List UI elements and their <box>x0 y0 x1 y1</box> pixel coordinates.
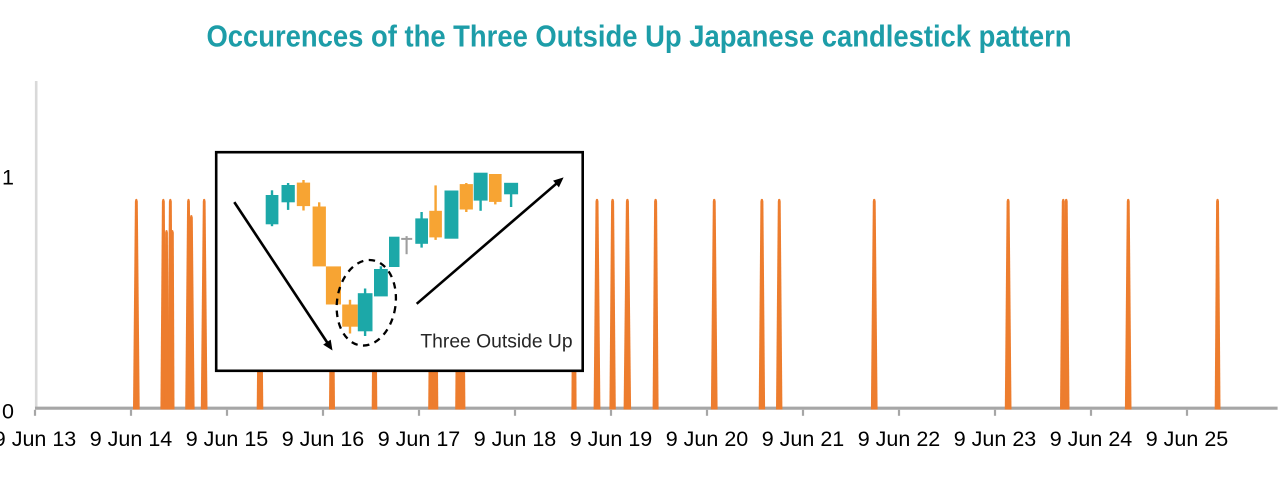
svg-text:9 Jun 20: 9 Jun 20 <box>666 427 749 451</box>
svg-text:Occurences of the Three Outsid: Occurences of the Three Outside Up Japan… <box>206 20 1071 54</box>
svg-text:1: 1 <box>2 166 14 190</box>
svg-text:9 Jun 15: 9 Jun 15 <box>186 427 269 451</box>
svg-text:9 Jun 23: 9 Jun 23 <box>954 427 1037 451</box>
svg-text:9 Jun 19: 9 Jun 19 <box>570 427 652 451</box>
svg-text:9 Jun 21: 9 Jun 21 <box>762 427 844 451</box>
svg-text:Three Outside Up: Three Outside Up <box>420 332 572 353</box>
svg-text:9 Jun 14: 9 Jun 14 <box>90 427 173 451</box>
svg-text:9 Jun 13: 9 Jun 13 <box>0 427 76 451</box>
svg-text:9 Jun 24: 9 Jun 24 <box>1050 427 1133 451</box>
svg-text:9 Jun 16: 9 Jun 16 <box>282 427 365 451</box>
svg-text:9 Jun 22: 9 Jun 22 <box>858 427 940 451</box>
svg-text:9 Jun 17: 9 Jun 17 <box>378 427 460 451</box>
svg-text:0: 0 <box>2 400 14 424</box>
svg-text:9 Jun 25: 9 Jun 25 <box>1146 427 1229 451</box>
svg-text:9 Jun 18: 9 Jun 18 <box>474 427 557 451</box>
